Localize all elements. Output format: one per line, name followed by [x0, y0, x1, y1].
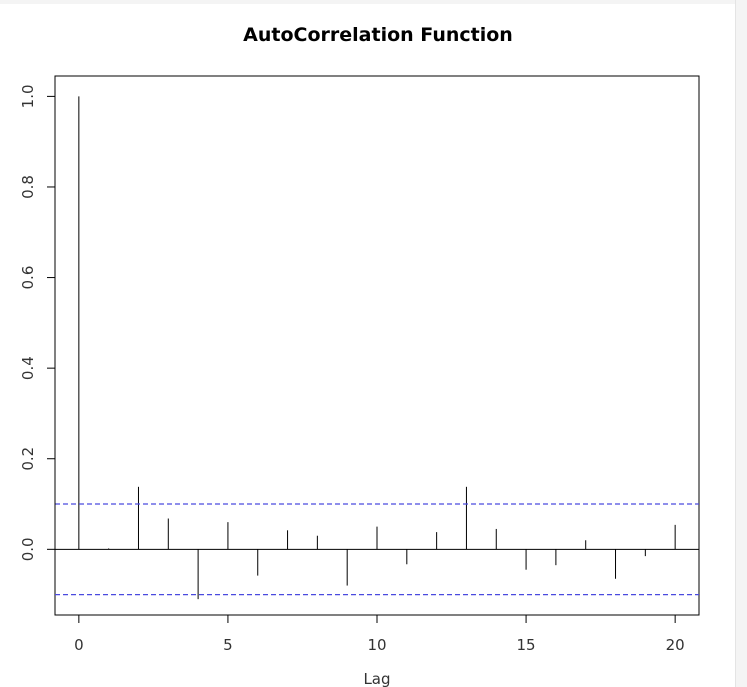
x-tick-label: 5 [223, 636, 233, 654]
x-tick-label: 15 [517, 636, 536, 654]
window-frame-right [735, 0, 747, 687]
y-tick-label: 1.0 [19, 84, 37, 108]
y-tick-label: 0.8 [19, 175, 37, 199]
confidence-lines [55, 503, 699, 596]
x-axis-label: Lag [363, 670, 390, 687]
y-tick-label: 0.0 [19, 537, 37, 561]
x-axis: 0 5 10 15 20 [74, 614, 685, 654]
chart-title: AutoCorrelation Function [243, 24, 513, 46]
y-tick-label: 0.6 [19, 266, 37, 290]
window-frame-top [0, 0, 735, 4]
y-tick-label: 0.4 [19, 356, 37, 380]
y-axis: 0.0 0.2 0.4 0.6 0.8 1.0 [19, 84, 56, 561]
x-tick-label: 10 [367, 636, 386, 654]
x-tick-label: 0 [74, 636, 84, 654]
acf-bars [78, 96, 676, 600]
y-tick-label: 0.2 [19, 447, 37, 471]
x-tick-label: 20 [666, 636, 685, 654]
